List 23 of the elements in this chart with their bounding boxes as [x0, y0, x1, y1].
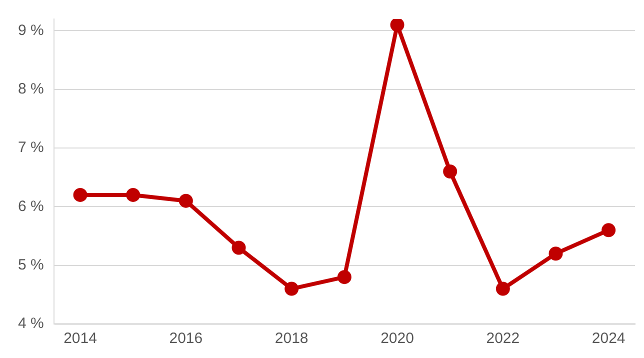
point	[73, 188, 88, 202]
x-tick-label: 2014	[64, 330, 97, 348]
y-tick-label: 4 %	[18, 315, 44, 332]
point	[178, 194, 193, 208]
point	[602, 223, 616, 238]
point	[232, 240, 246, 255]
point	[496, 282, 510, 296]
point	[443, 164, 458, 178]
x-tick-label: 2016	[169, 330, 203, 348]
y-tick-label: 6 %	[18, 198, 44, 215]
y-tick-label: 5 %	[18, 256, 44, 274]
x-tick-label: 2018	[274, 330, 308, 348]
point	[548, 246, 563, 261]
point	[337, 270, 352, 284]
point	[390, 19, 404, 32]
y-tick-label: 7 %	[18, 139, 44, 156]
point	[284, 282, 299, 296]
y-tick-label: 8 %	[18, 80, 44, 98]
point	[126, 188, 140, 202]
x-tick-label: 2022	[486, 330, 520, 348]
y-tick-label: 9 %	[18, 22, 44, 39]
x-tick-label: 2024	[592, 330, 626, 348]
x-tick-label: 2020	[380, 330, 414, 348]
